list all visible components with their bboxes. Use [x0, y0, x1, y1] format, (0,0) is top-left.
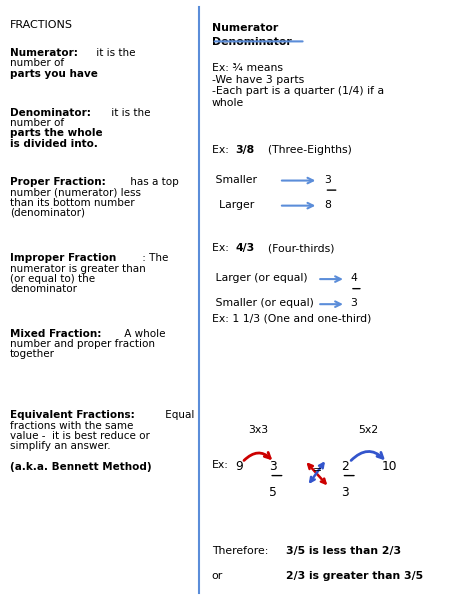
Text: 3: 3 [350, 298, 357, 308]
Text: 5: 5 [269, 487, 277, 499]
Text: number of: number of [10, 58, 67, 68]
Text: 4/3: 4/3 [235, 243, 255, 253]
Text: number (numerator) less: number (numerator) less [10, 187, 141, 197]
Text: (a.k.a. Bennett Method): (a.k.a. Bennett Method) [10, 462, 152, 472]
Text: denominator: denominator [10, 284, 77, 295]
Text: (or equal to) the: (or equal to) the [10, 274, 95, 284]
Text: Numerator: Numerator [212, 23, 278, 34]
Text: 10: 10 [382, 460, 397, 473]
Text: 3x3: 3x3 [248, 425, 268, 436]
Text: number and proper fraction: number and proper fraction [10, 339, 155, 349]
Text: Ex: 1 1/3 (One and one-third): Ex: 1 1/3 (One and one-third) [212, 313, 371, 323]
Text: parts you have: parts you have [10, 68, 98, 79]
Text: Equivalent Fractions:: Equivalent Fractions: [10, 410, 135, 421]
Text: Ex:: Ex: [212, 145, 232, 155]
Text: 5x2: 5x2 [359, 425, 378, 436]
Text: FRACTIONS: FRACTIONS [10, 20, 73, 31]
Text: : The: : The [140, 253, 169, 263]
Text: 3/5 is less than 2/3: 3/5 is less than 2/3 [286, 546, 401, 556]
Text: =: = [313, 465, 322, 475]
Text: Smaller: Smaller [212, 175, 257, 185]
Text: Denominator:: Denominator: [10, 107, 91, 118]
Text: Larger: Larger [212, 200, 254, 209]
Text: or: or [212, 571, 223, 581]
Text: Therefore:: Therefore: [212, 546, 268, 556]
Text: parts the whole: parts the whole [10, 128, 103, 138]
Text: Ex: ¾ means
-We have 3 parts
-Each part is a quarter (1/4) if a
whole: Ex: ¾ means -We have 3 parts -Each part … [212, 63, 384, 108]
Text: (denominator): (denominator) [10, 208, 85, 218]
Text: 4: 4 [350, 273, 357, 283]
Text: has a top: has a top [126, 177, 178, 187]
Text: 9: 9 [235, 460, 243, 473]
Text: Numerator:: Numerator: [10, 48, 78, 58]
Text: 3/8: 3/8 [235, 145, 254, 155]
Text: Equal: Equal [162, 410, 194, 421]
Text: value -  it is best reduce or: value - it is best reduce or [10, 431, 150, 441]
Text: Larger (or equal): Larger (or equal) [212, 273, 307, 283]
Text: 2: 2 [342, 460, 349, 473]
Text: Mixed Fraction:: Mixed Fraction: [10, 329, 101, 338]
Text: A whole: A whole [122, 329, 166, 338]
Text: number of: number of [10, 118, 67, 128]
Text: (Four-thirds): (Four-thirds) [261, 243, 334, 253]
Text: together: together [10, 349, 55, 359]
Text: Smaller (or equal): Smaller (or equal) [212, 298, 314, 308]
Text: Proper Fraction:: Proper Fraction: [10, 177, 106, 187]
Text: simplify an answer.: simplify an answer. [10, 442, 111, 451]
Text: is divided into.: is divided into. [10, 139, 98, 149]
Text: 3: 3 [324, 175, 331, 185]
Text: Improper Fraction: Improper Fraction [10, 253, 116, 263]
Text: it is the: it is the [108, 107, 151, 118]
Text: 8: 8 [324, 200, 331, 209]
Text: 2/3 is greater than 3/5: 2/3 is greater than 3/5 [286, 571, 423, 581]
Text: Ex:: Ex: [212, 460, 229, 470]
Text: Denominator: Denominator [212, 37, 292, 47]
Text: (Three-Eighths): (Three-Eighths) [261, 145, 351, 155]
Text: fractions with the same: fractions with the same [10, 421, 133, 431]
Text: Ex:: Ex: [212, 243, 232, 253]
Text: 3: 3 [342, 487, 349, 499]
Text: it is the: it is the [93, 48, 135, 58]
Text: than its bottom number: than its bottom number [10, 197, 135, 208]
Text: 3: 3 [269, 460, 277, 473]
Text: numerator is greater than: numerator is greater than [10, 264, 146, 274]
